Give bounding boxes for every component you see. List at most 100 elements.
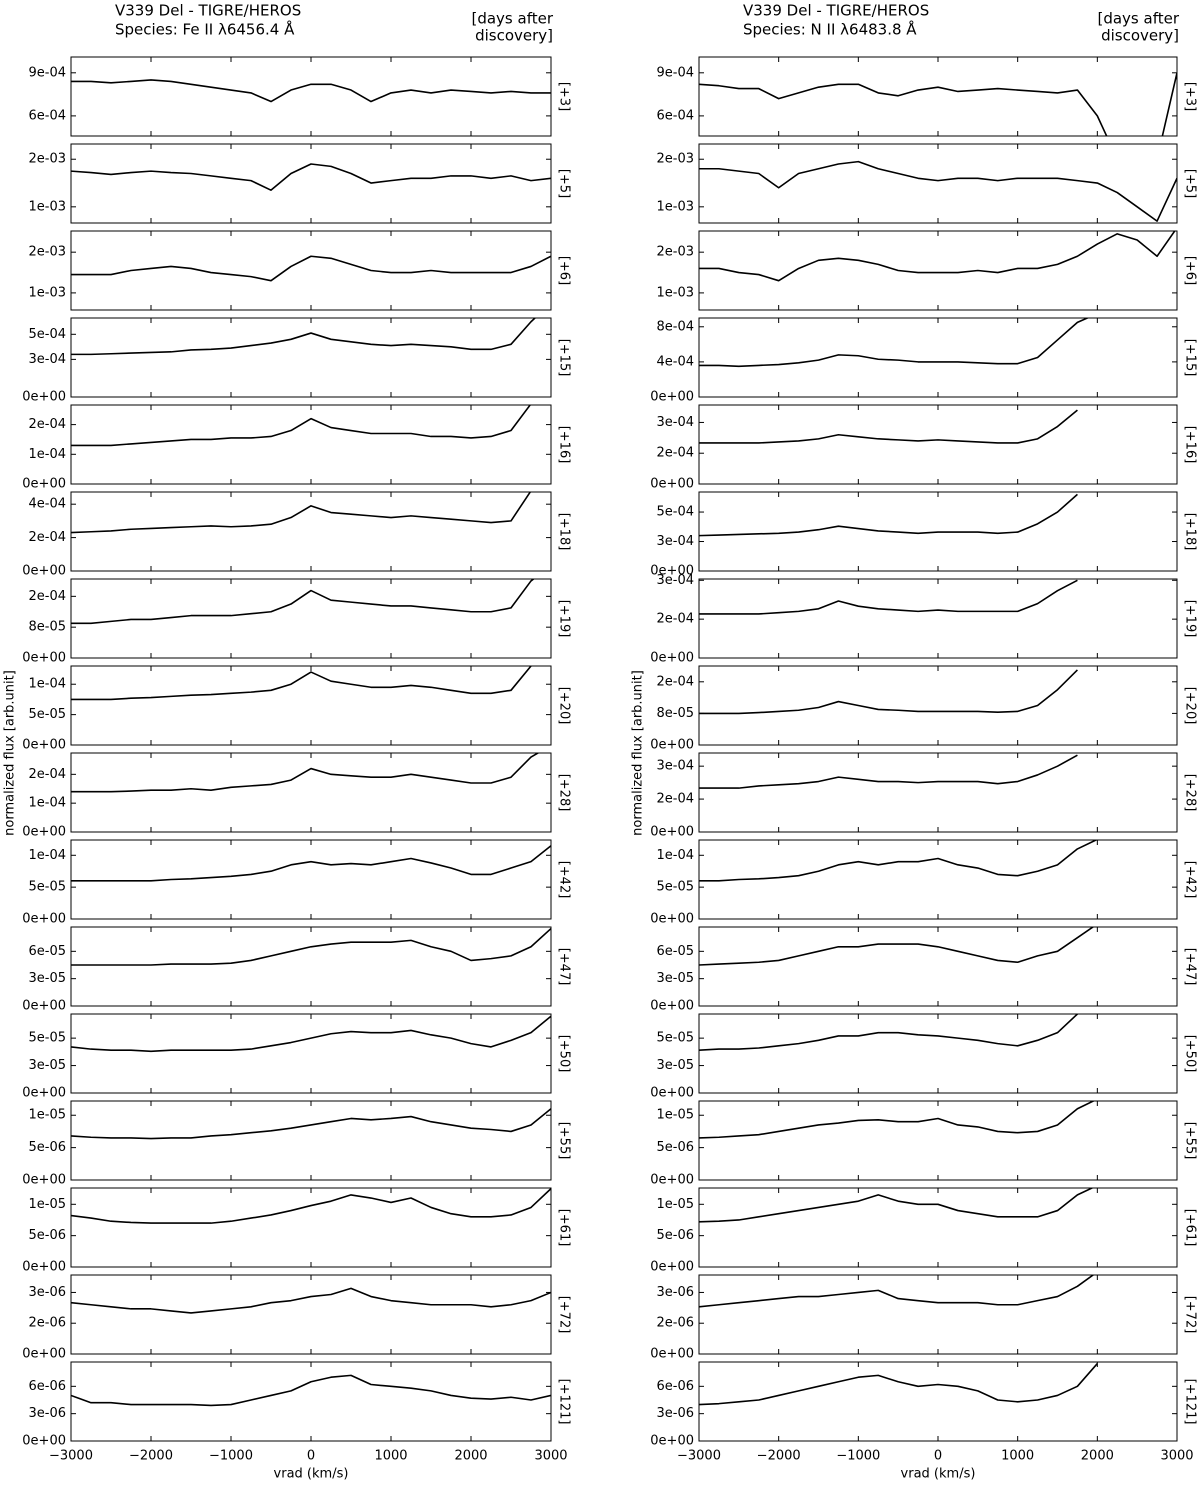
y-tick-label: 2e-03	[656, 245, 694, 260]
spectrum-line	[699, 754, 1078, 789]
chart-subtitle: Species: Fe II λ6456.4 Å	[115, 20, 295, 39]
x-tick-label: −1000	[836, 1449, 880, 1464]
epoch-label: [+20]	[1183, 687, 1198, 725]
panel: 0e+00 3e-06 6e-06 −3000 −2000 −1000 0 1000 2000 3…	[650, 1361, 1198, 1464]
y-tick-label: 5e-04	[28, 327, 66, 342]
panel-frame	[698, 665, 1178, 746]
y-tick-label: 1e-04	[28, 848, 66, 863]
y-tick-label: 1e-05	[656, 1197, 694, 1212]
epoch-label: [+20]	[557, 687, 572, 725]
epoch-label: [+16]	[557, 426, 572, 464]
y-tick-label: 3e-05	[656, 971, 694, 986]
spectrum-line	[71, 927, 551, 966]
spectrum-line	[71, 1374, 551, 1407]
y-tick-label: 0e+00	[650, 564, 694, 579]
y-tick-label: 0e+00	[650, 1260, 694, 1275]
panel-frame	[70, 839, 552, 920]
panel: 1e-03 2e-03 [+5]	[656, 143, 1198, 224]
epoch-label: [+15]	[557, 339, 572, 377]
spectrum-line	[699, 493, 1078, 537]
x-tick-label: 2000	[454, 1449, 487, 1464]
y-tick-label: 0e+00	[650, 651, 694, 666]
y-tick-label: 0e+00	[22, 1434, 66, 1449]
panel: 0e+00 5e-06 1e-05 [+61]	[650, 1187, 1198, 1275]
panel-frame	[698, 1013, 1178, 1094]
y-tick-label: 1e-04	[656, 848, 694, 863]
y-tick-label: 0e+00	[22, 912, 66, 927]
x-tick-label: 3000	[534, 1449, 567, 1464]
spectrum-line	[699, 1188, 1094, 1223]
y-tick-label: 0e+00	[650, 738, 694, 753]
y-axis-label: normalized flux [arb.unit]	[631, 670, 646, 836]
x-axis-label: vrad (km/s)	[274, 1467, 349, 1482]
panel: 0e+00 1e-04 2e-04 [+28]	[22, 752, 572, 840]
panel-frame	[70, 1274, 552, 1355]
panel-frame	[698, 752, 1178, 833]
panel: 0e+00 3e-05 5e-05 [+50]	[22, 1013, 572, 1101]
panel-frame	[70, 56, 552, 137]
y-tick-label: 5e-06	[28, 1228, 66, 1243]
spectrum-line	[71, 255, 551, 282]
epoch-label: [+18]	[1183, 513, 1198, 551]
x-tick-label: −3000	[677, 1449, 721, 1464]
y-tick-label: 5e-05	[656, 880, 694, 895]
panel: 0e+00 1e-04 2e-04 [+16]	[22, 404, 572, 492]
y-tick-label: 0e+00	[22, 564, 66, 579]
panel-frame	[70, 752, 552, 833]
panel-frame	[698, 1361, 1178, 1442]
y-tick-label: 5e-04	[656, 505, 694, 520]
y-tick-label: 2e-04	[656, 674, 694, 689]
y-tick-label: 3e-04	[656, 534, 694, 549]
spectrum-line	[71, 492, 532, 534]
epoch-label: [+61]	[557, 1209, 572, 1247]
panel: 1e-03 2e-03 [+5]	[28, 143, 572, 224]
epoch-label: [+19]	[1183, 600, 1198, 638]
panel: 0e+00 3e-05 5e-05 [+50]	[650, 1013, 1198, 1101]
y-tick-label: 0e+00	[22, 651, 66, 666]
panel: 0e+00 2e-06 3e-06 [+72]	[650, 1274, 1198, 1362]
y-tick-label: 3e-06	[656, 1406, 694, 1421]
y-tick-label: 1e-03	[656, 285, 694, 300]
panel: 0e+00 3e-04 5e-04 [+18]	[650, 491, 1198, 579]
y-tick-label: 8e-05	[28, 620, 66, 635]
panel: 0e+00 3e-06 6e-06 −3000 −2000 −1000 0 1000 2000 3…	[22, 1361, 572, 1464]
epoch-label: [+72]	[1183, 1296, 1198, 1334]
spectrum-line	[71, 405, 532, 447]
chart-subtitle: Species: N II λ6483.8 Å	[743, 20, 917, 39]
y-tick-label: 3e-06	[28, 1285, 66, 1300]
epoch-label: [+121]	[557, 1379, 572, 1425]
panel-frame	[70, 1013, 552, 1094]
panel: 0e+00 5e-05 1e-04 [+42]	[650, 839, 1198, 927]
panel-frame	[70, 665, 552, 746]
x-tick-label: 3000	[1160, 1449, 1193, 1464]
epoch-label: [+18]	[557, 513, 572, 551]
chart-title: V339 Del - TIGRE/HEROS	[115, 2, 301, 20]
epoch-label: [+50]	[557, 1035, 572, 1073]
panel-frame	[70, 230, 552, 311]
y-tick-label: 0e+00	[22, 1260, 66, 1275]
y-tick-label: 6e-06	[656, 1379, 694, 1394]
panel-frame	[698, 839, 1178, 920]
spectrum-line	[699, 1101, 1096, 1139]
x-tick-label: 0	[934, 1449, 942, 1464]
spectrum-line	[699, 231, 1176, 282]
spectrum-line	[699, 669, 1078, 715]
spectrum-line	[71, 1108, 551, 1140]
y-tick-label: 0e+00	[650, 1434, 694, 1449]
panel-frame	[698, 230, 1178, 311]
panel-frame	[70, 1100, 552, 1181]
y-tick-label: 3e-05	[656, 1058, 694, 1073]
panel: 0e+00 5e-06 1e-05 [+55]	[22, 1100, 572, 1188]
y-tick-label: 3e-06	[656, 1285, 694, 1300]
y-tick-label: 4e-04	[28, 497, 66, 512]
panel-frame	[70, 317, 552, 398]
y-tick-label: 9e-04	[28, 65, 66, 80]
epoch-label: [+50]	[1183, 1035, 1198, 1073]
y-tick-label: 0e+00	[22, 999, 66, 1014]
spectrum-line	[71, 79, 551, 103]
epoch-label: [+16]	[1183, 426, 1198, 464]
spectrum-line	[71, 1287, 551, 1314]
y-tick-label: 1e-04	[28, 677, 66, 692]
spectrum-line	[699, 409, 1078, 444]
